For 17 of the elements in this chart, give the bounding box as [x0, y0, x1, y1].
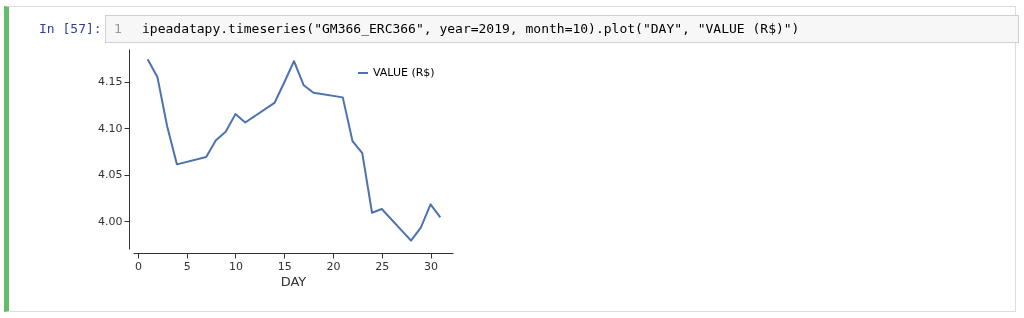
x-tick-label: 5 [183, 259, 191, 273]
text: In [57]: [39, 21, 102, 36]
x-tick-label: 20 [326, 259, 341, 273]
x-tick-label: 10 [228, 259, 243, 273]
line-series [146, 58, 442, 242]
y-tick-label: 4.05 [98, 168, 123, 182]
y-tick-label: 4.10 [98, 121, 123, 135]
x-tick-label: 25 [375, 259, 390, 273]
x-tick-label: 15 [277, 259, 292, 273]
x-tick-label: 30 [424, 259, 439, 273]
legend-label: VALUE (R$) [373, 66, 435, 79]
text: ipeadatapy.timeseries("GM366_ERC366", year=2019, month=10).plot("DAY", "VALUE (R$)") [142, 20, 800, 38]
y-tick-label: 4.15 [98, 75, 123, 89]
x-tick-label: 0 [134, 259, 142, 273]
x-axis-title: DAY [280, 273, 307, 289]
y-tick-label: 4.00 [98, 214, 123, 228]
text: 1 [114, 20, 122, 38]
